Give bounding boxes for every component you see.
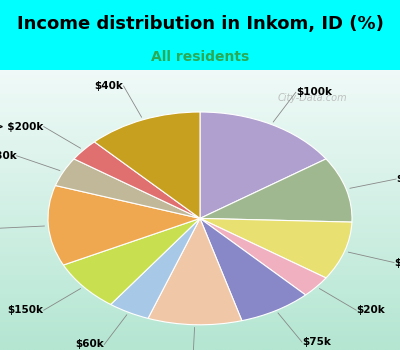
Text: City-Data.com: City-Data.com [277,93,347,103]
Text: Income distribution in Inkom, ID (%): Income distribution in Inkom, ID (%) [16,15,384,34]
Wedge shape [111,218,200,318]
Wedge shape [200,218,352,278]
Text: $10k: $10k [396,174,400,184]
Wedge shape [94,112,200,218]
Wedge shape [200,218,306,321]
Text: $100k: $100k [296,87,332,97]
Text: $60k: $60k [76,340,104,350]
Wedge shape [148,218,242,325]
Wedge shape [63,218,200,304]
Wedge shape [48,186,200,265]
Text: $125k: $125k [394,258,400,267]
Text: $20k: $20k [356,305,385,315]
Text: All residents: All residents [151,50,249,64]
Wedge shape [200,112,326,218]
Text: $150k: $150k [8,305,44,315]
Text: $40k: $40k [95,81,124,91]
Text: $30k: $30k [0,151,17,161]
Text: $75k: $75k [302,337,331,347]
Wedge shape [74,142,200,218]
Wedge shape [200,159,352,222]
Text: > $200k: > $200k [0,121,44,132]
Wedge shape [56,159,200,218]
Wedge shape [200,218,326,295]
